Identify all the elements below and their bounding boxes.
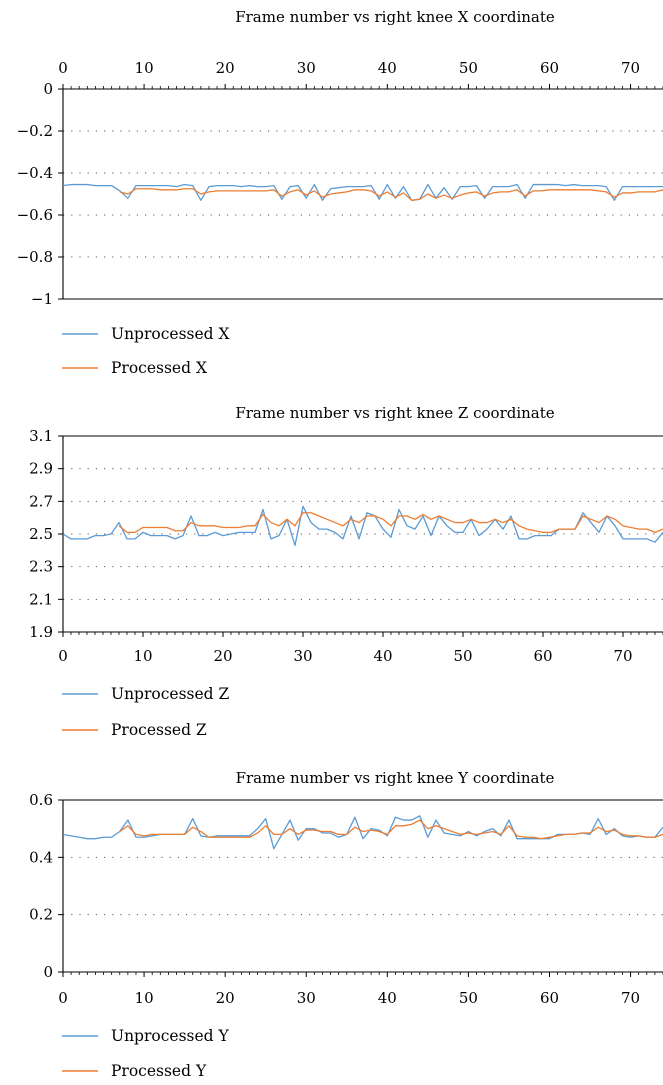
y-tick-label: 0.6 bbox=[29, 791, 53, 809]
x-tick-label: 40 bbox=[373, 647, 392, 665]
x-tick-label: 60 bbox=[533, 647, 552, 665]
series-line-unprocessed-y bbox=[63, 815, 663, 850]
x-tick-label: 20 bbox=[216, 59, 235, 77]
chart-title: Frame number vs right knee Z coordinate bbox=[235, 404, 554, 422]
x-tick-label: 50 bbox=[459, 59, 478, 77]
y-tick-label: 0 bbox=[43, 963, 53, 981]
x-tick-label: 70 bbox=[621, 59, 640, 77]
chart-0: Frame number vs right knee X coordinate 0… bbox=[17, 8, 663, 377]
y-tick-label: 2.5 bbox=[29, 525, 53, 543]
y-tick-label: −1 bbox=[31, 290, 53, 308]
x-tick-label: 30 bbox=[297, 59, 316, 77]
series-line-unprocessed-x bbox=[63, 183, 663, 201]
y-tick-label: −0.6 bbox=[17, 206, 53, 224]
x-tick-label: 10 bbox=[135, 989, 154, 1007]
y-tick-label: 2.1 bbox=[29, 590, 53, 608]
x-tick-label: 30 bbox=[297, 989, 316, 1007]
legend-label: Processed Z bbox=[111, 721, 207, 739]
legend-label: Processed Y bbox=[111, 1062, 207, 1080]
x-tick-label: 10 bbox=[135, 59, 154, 77]
series-line-processed-y bbox=[119, 819, 663, 840]
y-tick-label: 0.4 bbox=[29, 848, 53, 866]
y-tick-label: 0 bbox=[43, 80, 53, 98]
chart-1: Frame number vs right knee Z coordinate 0… bbox=[29, 404, 663, 739]
x-tick-label: 20 bbox=[213, 647, 232, 665]
x-tick-label: 50 bbox=[459, 989, 478, 1007]
y-tick-label: 2.7 bbox=[29, 492, 53, 510]
x-tick-label: 40 bbox=[378, 59, 397, 77]
y-tick-label: 2.9 bbox=[29, 460, 53, 478]
y-tick-label: 0.2 bbox=[29, 906, 53, 924]
y-tick-label: 3.1 bbox=[29, 427, 53, 445]
legend-label: Unprocessed Y bbox=[111, 1027, 229, 1045]
series-line-unprocessed-z bbox=[63, 505, 663, 547]
y-tick-label: −0.8 bbox=[17, 248, 53, 266]
y-tick-label: −0.4 bbox=[17, 164, 53, 182]
y-tick-label: 2.3 bbox=[29, 558, 53, 576]
x-tick-label: 70 bbox=[613, 647, 632, 665]
legend-label: Processed X bbox=[111, 359, 207, 377]
x-tick-label: 40 bbox=[378, 989, 397, 1007]
x-tick-label: 20 bbox=[216, 989, 235, 1007]
x-tick-label: 50 bbox=[453, 647, 472, 665]
chart-title: Frame number vs right knee X coordinate bbox=[235, 8, 555, 26]
chart-title: Frame number vs right knee Y coordinate bbox=[236, 769, 555, 787]
x-tick-label: 0 bbox=[58, 989, 68, 1007]
series-line-processed-x bbox=[119, 188, 663, 201]
x-tick-label: 60 bbox=[540, 59, 559, 77]
x-tick-label: 0 bbox=[58, 647, 68, 665]
chart-2: Frame number vs right knee Y coordinate 0… bbox=[29, 769, 663, 1080]
x-tick-label: 60 bbox=[540, 989, 559, 1007]
y-tick-label: −0.2 bbox=[17, 122, 53, 140]
x-tick-label: 70 bbox=[621, 989, 640, 1007]
legend-label: Unprocessed X bbox=[111, 325, 230, 343]
y-tick-label: 1.9 bbox=[29, 623, 53, 641]
x-tick-label: 0 bbox=[58, 59, 68, 77]
x-tick-label: 30 bbox=[293, 647, 312, 665]
x-tick-label: 10 bbox=[133, 647, 152, 665]
series-line-processed-z bbox=[118, 512, 663, 534]
legend-label: Unprocessed Z bbox=[111, 685, 229, 703]
